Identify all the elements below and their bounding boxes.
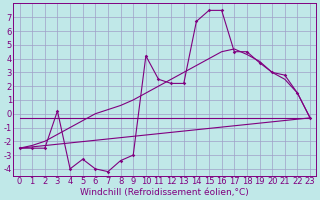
X-axis label: Windchill (Refroidissement éolien,°C): Windchill (Refroidissement éolien,°C) [80, 188, 249, 197]
